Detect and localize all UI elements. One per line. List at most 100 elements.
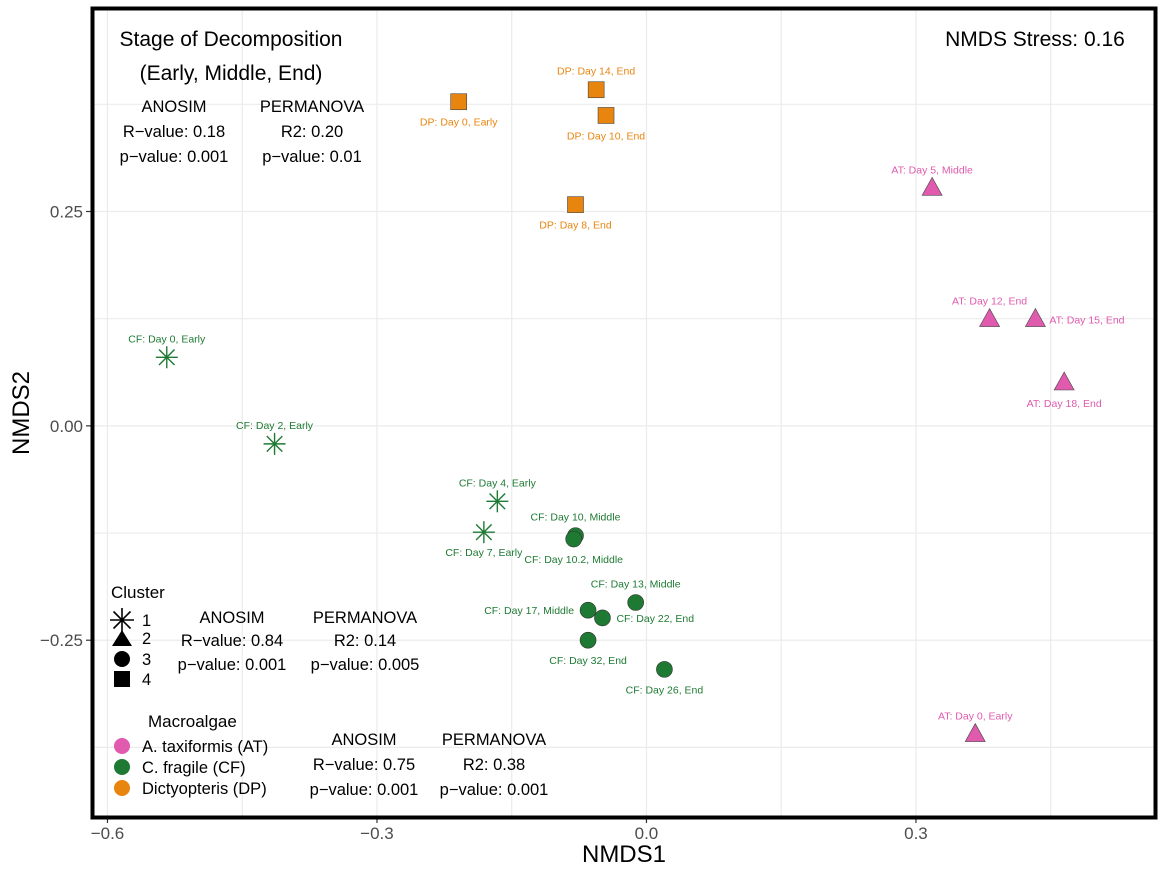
point-dp-day-0-early: DP: Day 0, Early [420, 93, 498, 129]
macro-anosim-r: R−value: 0.75 [313, 756, 415, 774]
point-cf-day-17-middle: CF: Day 17, Middle [484, 601, 597, 619]
point-label: AT: Day 18, End [1027, 398, 1102, 410]
point-circle [579, 601, 597, 619]
point-asterisk-stroke [475, 523, 493, 541]
stage-stats-annotation: Stage of Decomposition (Early, Middle, E… [120, 28, 365, 166]
point-label: CF: Day 7, Early [445, 547, 523, 559]
point-label: CF: Day 17, Middle [484, 605, 574, 617]
cluster-anosim-p: p−value: 0.001 [178, 656, 287, 674]
point-cf-day-32-end: CF: Day 32, End [549, 631, 627, 667]
point-label: CF: Day 13, Middle [591, 578, 681, 590]
macroalgae-key-cf-icon [114, 759, 130, 775]
macroalgae-key-label-dp: Dictyopteris (DP) [142, 780, 267, 798]
macro-permanova-title: PERMANOVA [442, 731, 546, 749]
point-label: CF: Day 10, Middle [531, 512, 621, 524]
macro-anosim-title: ANOSIM [331, 731, 396, 749]
point-label: CF: Day 32, End [549, 655, 627, 667]
point-label: AT: Day 15, End [1049, 315, 1124, 327]
point-at-day-15-end: AT: Day 15, End [1024, 307, 1125, 327]
cluster-key-label-4: 4 [142, 671, 151, 689]
y-tick-label: −0.25 [40, 631, 83, 650]
point-cf-day-0-early: CF: Day 0, Early [128, 333, 206, 369]
axis-ticks: −0.6 −0.3 0.0 0.3 −0.25 0.00 0.25 [40, 203, 928, 844]
point-dp-day-8-end: DP: Day 8, End [539, 196, 612, 232]
point-at-day-5-middle: AT: Day 5, Middle [891, 164, 973, 196]
point-label: AT: Day 12, End [952, 296, 1027, 308]
y-tick-label: 0.00 [50, 417, 83, 436]
stress-annotation: NMDS Stress: 0.16 [945, 28, 1125, 51]
point-dp-day-10-end: DP: Day 10, End [567, 107, 645, 142]
point-square [597, 107, 615, 124]
stage-title-line2: (Early, Middle, End) [140, 62, 323, 85]
x-tick-label: −0.3 [360, 824, 394, 843]
point-square [587, 81, 605, 99]
point-circle [656, 661, 673, 678]
cluster-legend: Cluster 1 2 3 4 [110, 583, 165, 689]
point-label: CF: Day 22, End [616, 613, 694, 625]
stage-permanova-p: p−value: 0.01 [262, 148, 362, 166]
cluster-key-triangle-icon [112, 630, 132, 646]
macroalgae-key-at-icon [114, 738, 130, 754]
point-label: DP: Day 0, Early [420, 117, 498, 129]
cluster-key-circle-icon [114, 651, 130, 667]
point-label: AT: Day 5, Middle [891, 164, 973, 176]
cluster-anosim-title: ANOSIM [199, 609, 264, 627]
point-cf-day-26-end: CF: Day 26, End [626, 661, 704, 696]
point-triangle [964, 722, 986, 742]
cluster-stats-annotation: ANOSIM R−value: 0.84 p−value: 0.001 PERM… [178, 609, 420, 674]
cluster-key-asterisk-icon [110, 608, 134, 632]
x-tick-label: 0.3 [904, 824, 928, 843]
plot-frame [90, 6, 1158, 820]
point-at-day-18-end: AT: Day 18, End [1027, 371, 1102, 410]
cluster-anosim-r: R−value: 0.84 [181, 632, 283, 650]
cluster-key-label-2: 2 [142, 630, 151, 648]
point-cf-day-2-early: CF: Day 2, Early [236, 420, 314, 455]
data-points: DP: Day 0, Early DP: Day 14, End DP: Day 1… [128, 66, 1125, 742]
point-circle [594, 609, 611, 627]
macro-permanova-r2: R2: 0.38 [463, 756, 525, 774]
point-label: CF: Day 10.2, Middle [524, 554, 623, 566]
point-label: CF: Day 0, Early [128, 333, 206, 345]
point-cf-day-22-end: CF: Day 22, End [594, 609, 694, 627]
y-axis-title: NMDS2 [8, 371, 35, 455]
point-triangle [921, 176, 943, 196]
stage-anosim-r: R−value: 0.18 [123, 123, 225, 141]
macroalgae-legend-title: Macroalgae [148, 712, 237, 731]
stage-permanova-r2: R2: 0.20 [281, 123, 343, 141]
point-label: CF: Day 4, Early [459, 477, 537, 489]
cluster-key-square-icon [114, 671, 130, 687]
stage-anosim-title: ANOSIM [141, 98, 206, 116]
point-cf-day-13-middle: CF: Day 13, Middle [591, 578, 681, 611]
point-asterisk-stroke [489, 493, 506, 510]
point-triangle [1024, 307, 1046, 327]
point-label: DP: Day 10, End [567, 130, 645, 142]
macro-anosim-p: p−value: 0.001 [310, 781, 419, 799]
point-circle [579, 631, 597, 649]
point-at-day-0-early: AT: Day 0, Early [938, 711, 1013, 742]
cluster-permanova-title: PERMANOVA [313, 609, 417, 627]
cluster-permanova-r2: R2: 0.14 [334, 632, 396, 650]
point-dp-day-14-end: DP: Day 14, End [557, 66, 635, 99]
point-label: DP: Day 14, End [557, 66, 635, 78]
cluster-legend-title: Cluster [111, 583, 165, 602]
cluster-key-label-1: 1 [142, 612, 151, 630]
point-cf-day-4-early: CF: Day 4, Early [459, 477, 537, 513]
macroalgae-stats-annotation: ANOSIM R−value: 0.75 p−value: 0.001 PERM… [310, 731, 549, 799]
point-triangle [979, 307, 1001, 327]
cluster-key-label-3: 3 [142, 651, 151, 669]
point-at-day-12-end: AT: Day 12, End [952, 296, 1027, 327]
macroalgae-legend: Macroalgae A. taxiformis (AT) C. fragile… [114, 712, 268, 798]
point-cf-day-10-2-middle: CF: Day 10.2, Middle [524, 530, 623, 566]
point-asterisk-stroke [266, 435, 283, 453]
gridlines [94, 10, 1154, 816]
point-label: AT: Day 0, Early [938, 711, 1013, 723]
point-label: CF: Day 26, End [626, 684, 704, 696]
stage-anosim-p: p−value: 0.001 [120, 148, 229, 166]
point-triangle [1053, 371, 1075, 391]
x-tick-label: 0.0 [635, 824, 659, 843]
x-axis-title: NMDS1 [582, 841, 666, 868]
macroalgae-key-dp-icon [114, 780, 130, 796]
point-cf-day-7-early: CF: Day 7, Early [445, 521, 523, 559]
macroalgae-key-label-at: A. taxiformis (AT) [142, 738, 268, 756]
